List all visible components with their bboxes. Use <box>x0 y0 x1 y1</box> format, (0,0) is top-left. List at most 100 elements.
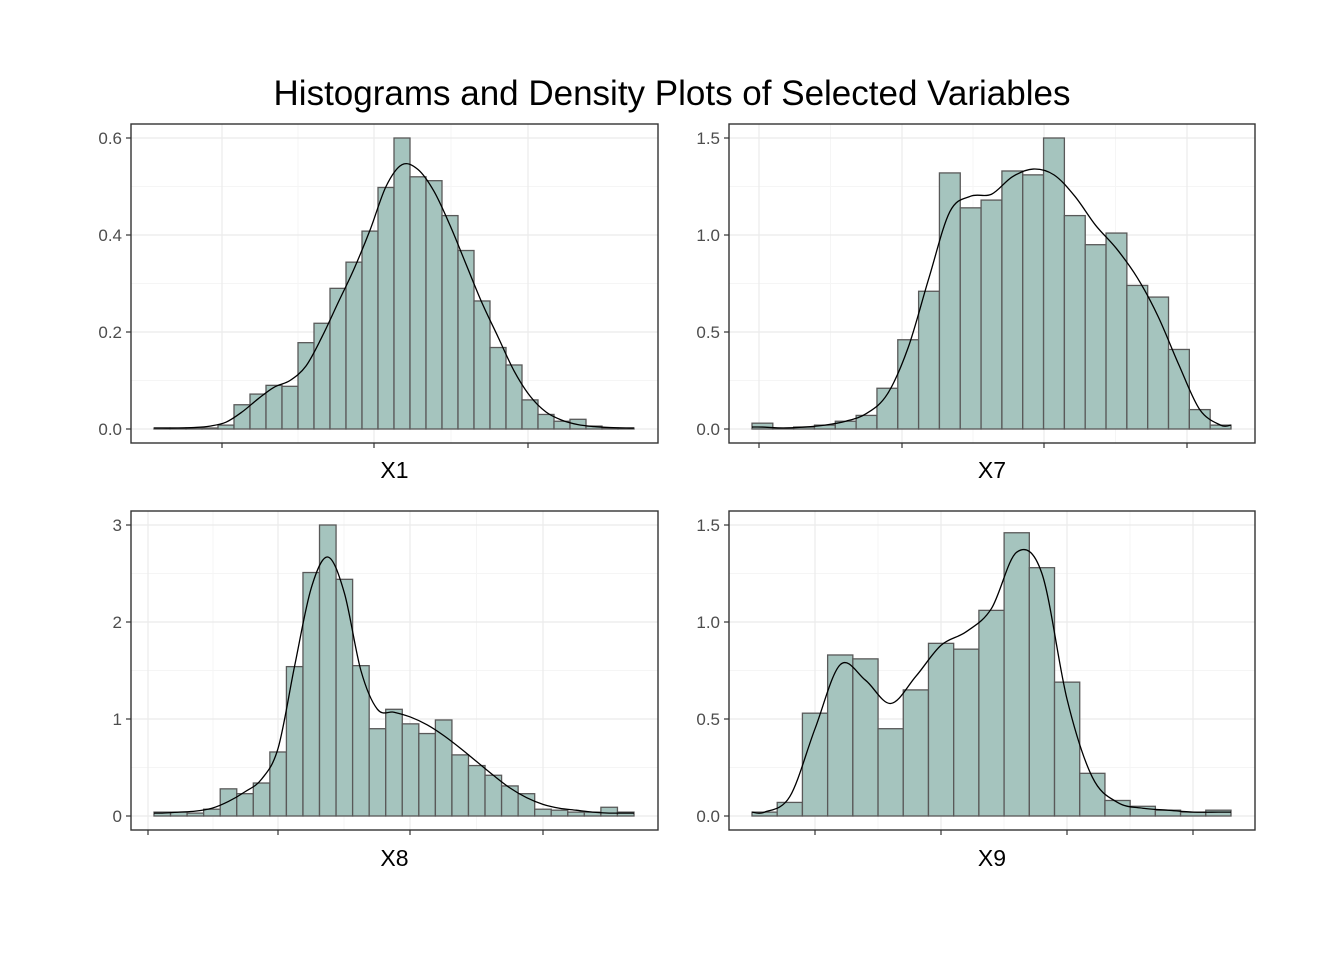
histogram-bar <box>201 427 219 430</box>
histogram-bar <box>219 788 238 817</box>
histogram-bar <box>980 199 1003 430</box>
y-tick-label: 0 <box>113 807 122 826</box>
y-tick-label: 0.2 <box>98 323 122 342</box>
histogram-bar <box>217 424 235 430</box>
histogram-bar <box>265 384 283 430</box>
histogram-bar <box>776 801 804 817</box>
y-tick-label: 1.0 <box>696 613 720 632</box>
histogram-bar <box>1188 408 1211 430</box>
page-title: Histograms and Density Plots of Selected… <box>273 74 1071 113</box>
histogram-bar <box>751 422 774 430</box>
histogram-bar <box>409 176 427 430</box>
histogram-bar <box>377 186 395 430</box>
x-axis-label: X9 <box>978 845 1006 871</box>
x-axis-label: X8 <box>380 845 408 871</box>
histogram-bar <box>313 322 331 430</box>
histogram-bar <box>521 399 539 430</box>
histogram-bar <box>534 808 552 817</box>
histogram-bar <box>425 180 443 430</box>
density-curve <box>154 162 635 429</box>
panel-border <box>130 510 659 831</box>
histogram-bar <box>441 214 459 430</box>
x-axis-label: X7 <box>978 457 1006 483</box>
y-tick-label: 0.4 <box>98 226 122 245</box>
panel-x7: 0.0 0.5 1.0 1.5 X7 <box>696 123 1256 483</box>
y-tick-label: 1.5 <box>696 516 720 535</box>
histogram-bar <box>897 339 920 430</box>
histogram-bar <box>567 811 585 817</box>
panel-border <box>130 123 659 444</box>
y-tick-label: 0.5 <box>696 710 720 729</box>
histogram-bar <box>345 261 363 430</box>
histogram-bar <box>1063 214 1086 430</box>
density-curve <box>153 556 634 814</box>
panel-x9: 0.0 0.5 1.0 1.5 X9 <box>696 510 1256 871</box>
histogram-bar <box>434 719 453 817</box>
histogram-bar <box>318 524 337 817</box>
y-tick-label: 0.6 <box>98 129 122 148</box>
histogram-bar <box>500 785 519 817</box>
histogram-bar <box>1028 567 1056 817</box>
panel-border <box>728 510 1256 831</box>
histogram-bar <box>600 806 619 817</box>
density-curve <box>751 548 1231 814</box>
histogram-bar <box>285 665 304 817</box>
y-tick-label: 1.5 <box>696 129 720 148</box>
histogram-bar <box>978 609 1005 817</box>
y-tick-label: 1.0 <box>696 226 720 245</box>
histogram-bar <box>953 648 980 817</box>
histogram-bar <box>1079 772 1106 817</box>
histogram-bar <box>186 812 205 817</box>
histogram-bar <box>1001 170 1024 430</box>
panel-x1: 0.0 0.2 0.4 0.6 X1 <box>98 123 659 483</box>
panel-x8: 0 1 2 3 X8 <box>113 510 659 871</box>
histogram-bar <box>252 782 271 817</box>
histogram-bar <box>505 364 523 430</box>
y-tick-label: 1 <box>113 710 122 729</box>
histogram-bar <box>329 287 347 430</box>
y-tick-label: 3 <box>113 516 122 535</box>
histogram-bar <box>550 809 569 817</box>
histogram-bar <box>467 764 486 817</box>
histogram-bar <box>1053 681 1081 817</box>
histogram-bar <box>385 708 403 817</box>
histogram-bar <box>1126 284 1149 430</box>
histogram-bar <box>269 751 288 817</box>
histogram-bar <box>852 658 879 817</box>
histogram-bar <box>959 207 982 430</box>
histogram-bar <box>1022 174 1045 430</box>
histogram-bar <box>877 728 904 817</box>
histogram-bar <box>1084 244 1107 430</box>
y-tick-label: 0.0 <box>696 807 720 826</box>
panel-border <box>728 123 1256 444</box>
histogram-bar <box>361 230 379 430</box>
histogram-bar <box>335 578 354 817</box>
y-tick-label: 0.0 <box>98 420 122 439</box>
histogram-bar <box>927 642 955 817</box>
histogram-bar <box>368 728 387 817</box>
histogram-bar <box>902 689 930 817</box>
histogram-bar <box>484 774 503 817</box>
histogram-bar <box>489 346 507 430</box>
histogram-bar <box>1003 532 1030 817</box>
histogram-bar <box>473 300 491 430</box>
histogram-bar <box>616 811 635 817</box>
histogram-bar <box>236 793 254 817</box>
histogram-bar <box>281 385 299 430</box>
histogram-bar <box>393 137 411 430</box>
histogram-bar <box>451 754 470 817</box>
density-curve <box>751 168 1232 429</box>
histogram-bar <box>537 413 555 430</box>
y-tick-label: 0.5 <box>696 323 720 342</box>
histogram-bar <box>826 654 854 817</box>
y-tick-label: 0.0 <box>696 420 720 439</box>
histogram-bar <box>1167 348 1190 430</box>
histogram-bar <box>401 723 420 817</box>
x-axis-label: X1 <box>380 457 408 483</box>
histogram-bar <box>1205 809 1232 817</box>
y-tick-label: 2 <box>113 613 122 632</box>
histogram-bar <box>418 732 437 817</box>
histogram-bar <box>1105 232 1128 430</box>
